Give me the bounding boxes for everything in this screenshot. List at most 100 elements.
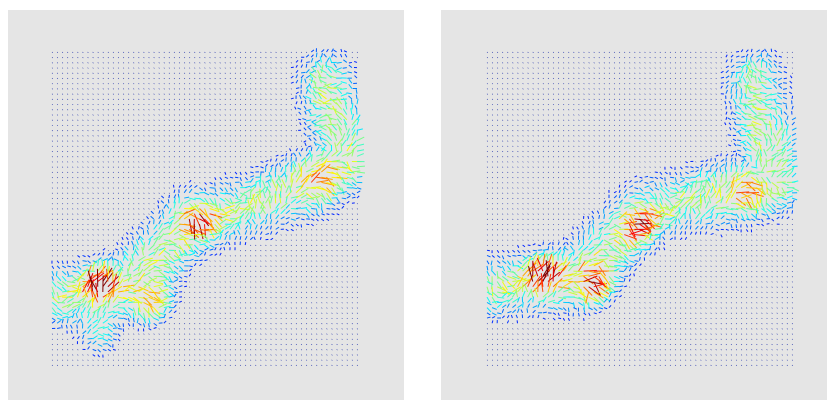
- vector-arrow: [138, 364, 140, 367]
- vector-arrow: [244, 291, 247, 293]
- vector-arrow: [158, 51, 160, 54]
- vector-arrow: [250, 166, 254, 169]
- vector-arrow: [82, 130, 84, 132]
- vector-arrow: [97, 124, 99, 127]
- vector-arrow: [178, 201, 184, 209]
- vector-arrow: [285, 62, 287, 64]
- vector-arrow: [194, 312, 196, 314]
- vector-arrow: [239, 333, 242, 335]
- vector-arrow: [148, 124, 150, 127]
- vector-arrow: [270, 281, 272, 283]
- vector-arrow: [290, 281, 292, 283]
- vector-arrow: [244, 218, 251, 225]
- vector-arrow: [67, 171, 69, 173]
- vector-arrow: [260, 109, 262, 111]
- vector-arrow: [265, 307, 267, 309]
- vector-arrow: [173, 201, 176, 209]
- vector-arrow: [260, 219, 265, 225]
- vector-arrow: [316, 343, 318, 346]
- vector-arrow: [260, 166, 264, 169]
- vector-arrow: [255, 276, 257, 278]
- vector-arrow: [133, 98, 135, 100]
- vector-arrow: [254, 230, 258, 235]
- vector-arrow: [209, 83, 211, 85]
- vector-arrow: [234, 260, 237, 262]
- vector-arrow: [295, 364, 298, 367]
- vector-arrow: [168, 83, 170, 85]
- vector-arrow: [295, 296, 298, 299]
- vector-arrow: [168, 98, 170, 100]
- vector-arrow: [290, 88, 292, 90]
- vector-arrow: [270, 354, 272, 356]
- vector-arrow: [224, 77, 226, 80]
- vector-arrow: [173, 218, 181, 225]
- vector-arrow: [239, 296, 242, 299]
- vector-arrow: [229, 72, 231, 74]
- vector-arrow: [305, 208, 311, 214]
- vector-arrow: [275, 163, 279, 168]
- vector-arrow: [219, 312, 221, 314]
- vector-arrow: [97, 145, 99, 147]
- vector-arrow: [158, 328, 160, 330]
- vector-arrow: [285, 221, 290, 225]
- vector-arrow: [214, 364, 216, 367]
- vector-arrow: [128, 296, 138, 302]
- vector-arrow: [275, 77, 277, 80]
- vector-arrow: [219, 338, 221, 340]
- vector-arrow: [229, 62, 231, 64]
- vector-arrow: [260, 244, 262, 247]
- vector-arrow: [122, 285, 132, 293]
- vector-arrow: [143, 166, 145, 168]
- vector-arrow: [77, 229, 79, 231]
- vector-arrow: [219, 252, 222, 256]
- vector-arrow: [168, 309, 173, 314]
- vector-arrow: [270, 156, 272, 158]
- vector-arrow: [72, 275, 79, 282]
- vector-arrow: [82, 176, 84, 179]
- vector-arrow: [167, 199, 170, 204]
- vector-arrow: [77, 140, 79, 142]
- vector-arrow: [224, 98, 226, 100]
- vector-arrow: [67, 349, 69, 351]
- vector-arrow: [275, 291, 277, 293]
- vector-arrow: [244, 88, 247, 90]
- vector-arrow: [209, 333, 211, 335]
- vector-arrow: [112, 269, 121, 277]
- vector-arrow: [178, 124, 181, 127]
- vector-arrow: [133, 109, 135, 111]
- vector-arrow: [189, 204, 199, 209]
- vector-arrow: [158, 359, 160, 361]
- vector-arrow: [153, 235, 161, 241]
- vector-arrow: [112, 145, 115, 147]
- vector-arrow: [87, 98, 89, 100]
- vector-arrow: [214, 93, 216, 95]
- vector-arrow: [199, 130, 201, 132]
- vector-arrow: [229, 349, 231, 351]
- vector-arrow: [87, 213, 89, 215]
- vector-arrow: [87, 171, 89, 173]
- vector-arrow: [260, 150, 262, 153]
- vector-arrow: [285, 114, 287, 116]
- vector-arrow: [163, 204, 167, 209]
- vector-arrow: [102, 244, 104, 247]
- vector-arrow: [158, 124, 160, 127]
- vector-arrow: [194, 338, 196, 340]
- vector-arrow: [280, 130, 282, 132]
- vector-arrow: [309, 71, 312, 79]
- vector-arrow: [219, 57, 221, 59]
- vector-arrow: [295, 239, 298, 241]
- vector-arrow: [259, 231, 263, 235]
- vector-arrow: [300, 213, 306, 216]
- vector-arrow: [117, 150, 120, 153]
- vector-arrow: [300, 178, 308, 188]
- vector-arrow: [67, 354, 69, 356]
- vector-arrow: [163, 192, 165, 194]
- vector-arrow: [270, 328, 272, 330]
- vector-arrow: [77, 150, 79, 153]
- vector-arrow: [255, 328, 257, 330]
- vector-arrow: [265, 302, 267, 304]
- vector-arrow: [61, 203, 64, 205]
- vector-arrow: [295, 276, 298, 278]
- vector-arrow: [173, 135, 176, 137]
- vector-arrow: [51, 103, 54, 106]
